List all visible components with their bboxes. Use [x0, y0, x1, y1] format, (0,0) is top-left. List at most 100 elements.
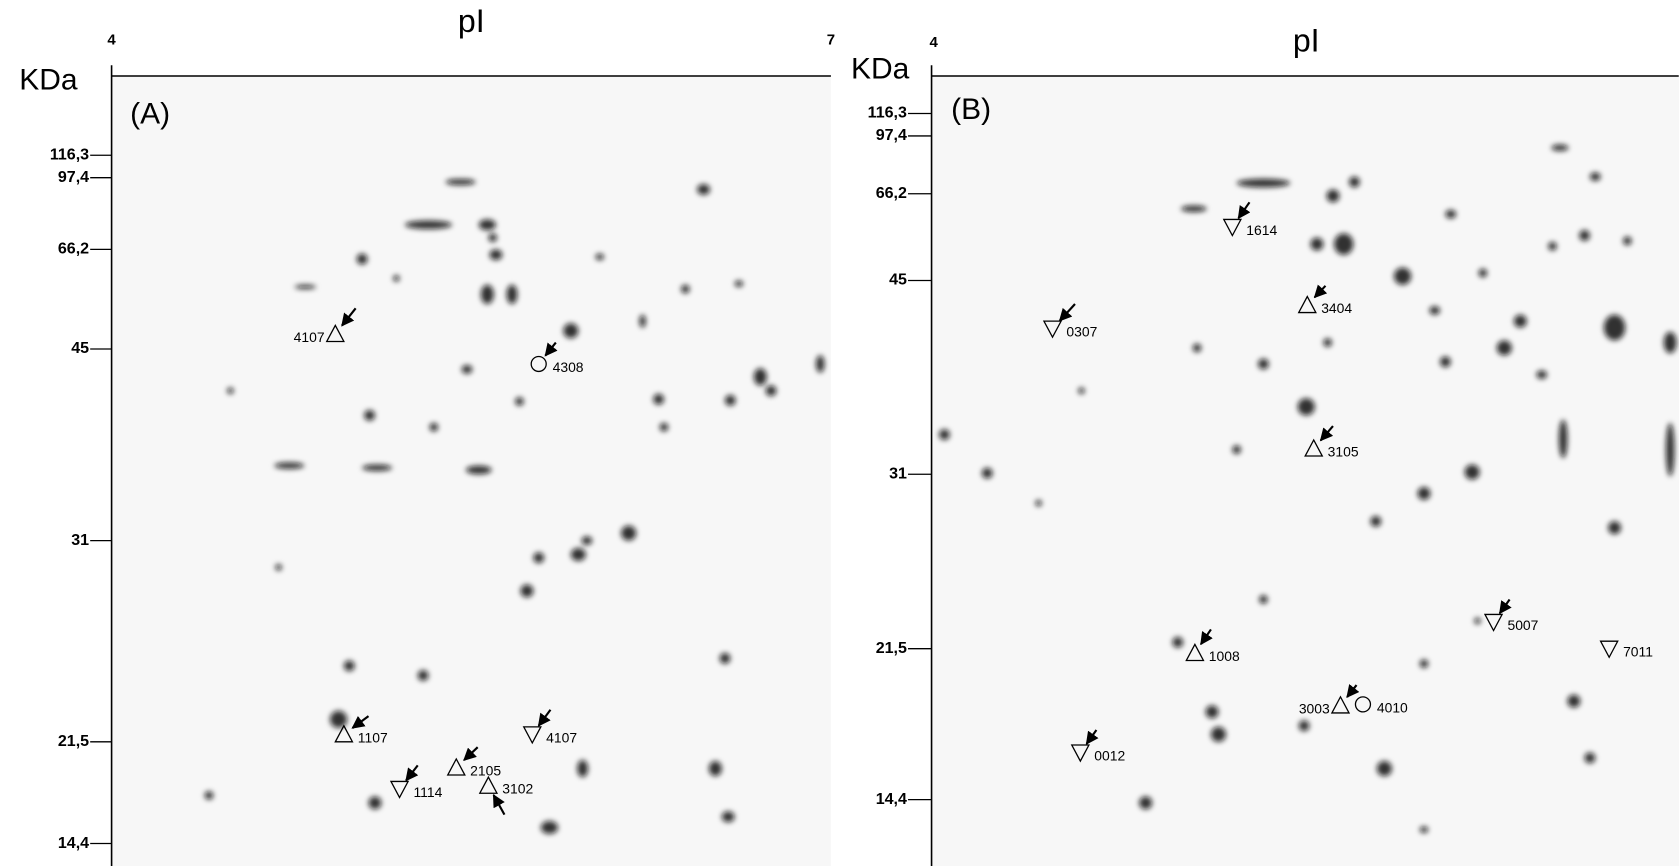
- y-tick-label: 97,4: [876, 126, 907, 144]
- protein-spot: [1326, 189, 1340, 203]
- x-axis-title: pI: [1293, 22, 1320, 58]
- spot-label: 4107: [294, 329, 325, 345]
- spot-marker: [1304, 438, 1324, 457]
- protein-spot: [595, 253, 604, 261]
- spot-label: 5007: [1507, 617, 1538, 633]
- y-tick-label: 14,4: [876, 790, 907, 808]
- spot-arrow: [1237, 201, 1251, 220]
- spot-label: 0307: [1066, 324, 1097, 340]
- protein-spot: [753, 368, 767, 386]
- spot-annotation: 1114: [389, 764, 443, 800]
- protein-spot: [294, 284, 317, 290]
- protein-spot: [1548, 241, 1557, 251]
- protein-spot: [1236, 178, 1291, 188]
- spot-label: 3105: [1328, 443, 1359, 459]
- protein-spot: [1474, 617, 1481, 625]
- spot-marker: [522, 726, 542, 745]
- protein-spot: [368, 796, 382, 810]
- x-tick-label: 4: [930, 34, 939, 51]
- protein-spot: [461, 365, 473, 374]
- protein-spot: [480, 284, 494, 305]
- spot-annotation: 5007: [1483, 598, 1539, 633]
- gel-spots: [939, 144, 1677, 833]
- spot-arrow: [463, 746, 479, 762]
- y-tick-label: 45: [71, 339, 89, 357]
- spot-arrow: [537, 709, 552, 727]
- spot-marker: [446, 757, 466, 776]
- spot-label: 1114: [413, 784, 442, 800]
- protein-spot: [1440, 356, 1451, 368]
- protein-spot: [1298, 720, 1310, 732]
- y-axis-title: KDa: [851, 53, 910, 86]
- protein-spot: [274, 462, 305, 469]
- spot-annotation: 3404: [1297, 284, 1352, 316]
- protein-spot: [478, 219, 496, 231]
- spot-label: 3003: [1299, 700, 1330, 716]
- gel-panel: pI47KDa(B)116,397,466,2453121,514,416140…: [851, 22, 1679, 866]
- spot-annotation: 1107: [334, 715, 388, 745]
- protein-spot: [364, 409, 375, 421]
- protein-spot: [1310, 237, 1324, 251]
- protein-spot: [1370, 515, 1382, 527]
- protein-spot: [1259, 595, 1268, 604]
- protein-spot: [1551, 144, 1569, 151]
- protein-spot: [939, 429, 950, 440]
- protein-spot: [765, 385, 777, 397]
- spot-label: 2105: [470, 762, 501, 778]
- protein-spot: [1139, 796, 1153, 810]
- spot-marker: [530, 355, 547, 373]
- spot-marker: [1483, 613, 1504, 632]
- protein-spot: [1558, 419, 1568, 459]
- y-tick-label: 21,5: [58, 732, 89, 750]
- protein-spot: [724, 394, 736, 406]
- protein-spot: [1210, 726, 1226, 742]
- protein-spot: [659, 422, 669, 432]
- panel-label: (A): [130, 98, 170, 131]
- protein-spot: [1393, 267, 1412, 285]
- spot-marker: [478, 775, 499, 794]
- protein-spot: [515, 397, 524, 406]
- protein-spot: [362, 464, 393, 472]
- protein-spot: [506, 284, 518, 305]
- protein-spot: [1478, 268, 1488, 278]
- protein-spot: [1035, 499, 1042, 507]
- protein-spot: [721, 811, 735, 823]
- protein-spot: [621, 525, 637, 541]
- protein-spot: [1334, 233, 1354, 255]
- spot-label: 3102: [502, 781, 533, 797]
- x-tick-label: 4: [107, 32, 116, 49]
- spot-arrow: [1346, 683, 1360, 699]
- gel-panel: pI 4 7 KDa (A) 116,3 97,4 66,2 45 31 21,5 14,4 4107 4…: [19, 3, 835, 866]
- protein-spot: [429, 422, 439, 432]
- spot-label: 4308: [553, 359, 584, 375]
- spot-annotation: 4010: [1354, 696, 1408, 715]
- protein-spot: [697, 184, 710, 195]
- protein-spot: [719, 652, 731, 664]
- spot-arrow: [1085, 729, 1099, 745]
- protein-spot: [1429, 306, 1441, 315]
- spot-marker: [1185, 643, 1205, 662]
- protein-spot: [227, 387, 234, 394]
- protein-spot: [540, 821, 558, 834]
- protein-spot: [1603, 314, 1626, 341]
- protein-spot: [465, 465, 492, 475]
- y-tick-label: 31: [889, 464, 907, 482]
- gel-spots: [204, 178, 825, 834]
- spot-annotation: 7011: [1599, 640, 1653, 660]
- spot-marker: [1070, 744, 1090, 763]
- spot-marker: [1354, 696, 1372, 713]
- protein-spot: [981, 467, 993, 479]
- protein-spot: [417, 670, 429, 681]
- spot-marker: [334, 724, 354, 743]
- protein-spot: [1496, 340, 1512, 356]
- gel-background: [931, 76, 1679, 866]
- spot-label: 1614: [1246, 222, 1277, 238]
- y-tick-label: 116,3: [50, 145, 89, 163]
- y-tick-label: 66,2: [58, 240, 89, 258]
- x-axis-title: pI: [458, 3, 485, 39]
- spot-arrow: [492, 793, 506, 816]
- protein-spot: [1297, 398, 1315, 416]
- protein-spot: [1513, 314, 1527, 328]
- protein-spot: [1665, 422, 1675, 477]
